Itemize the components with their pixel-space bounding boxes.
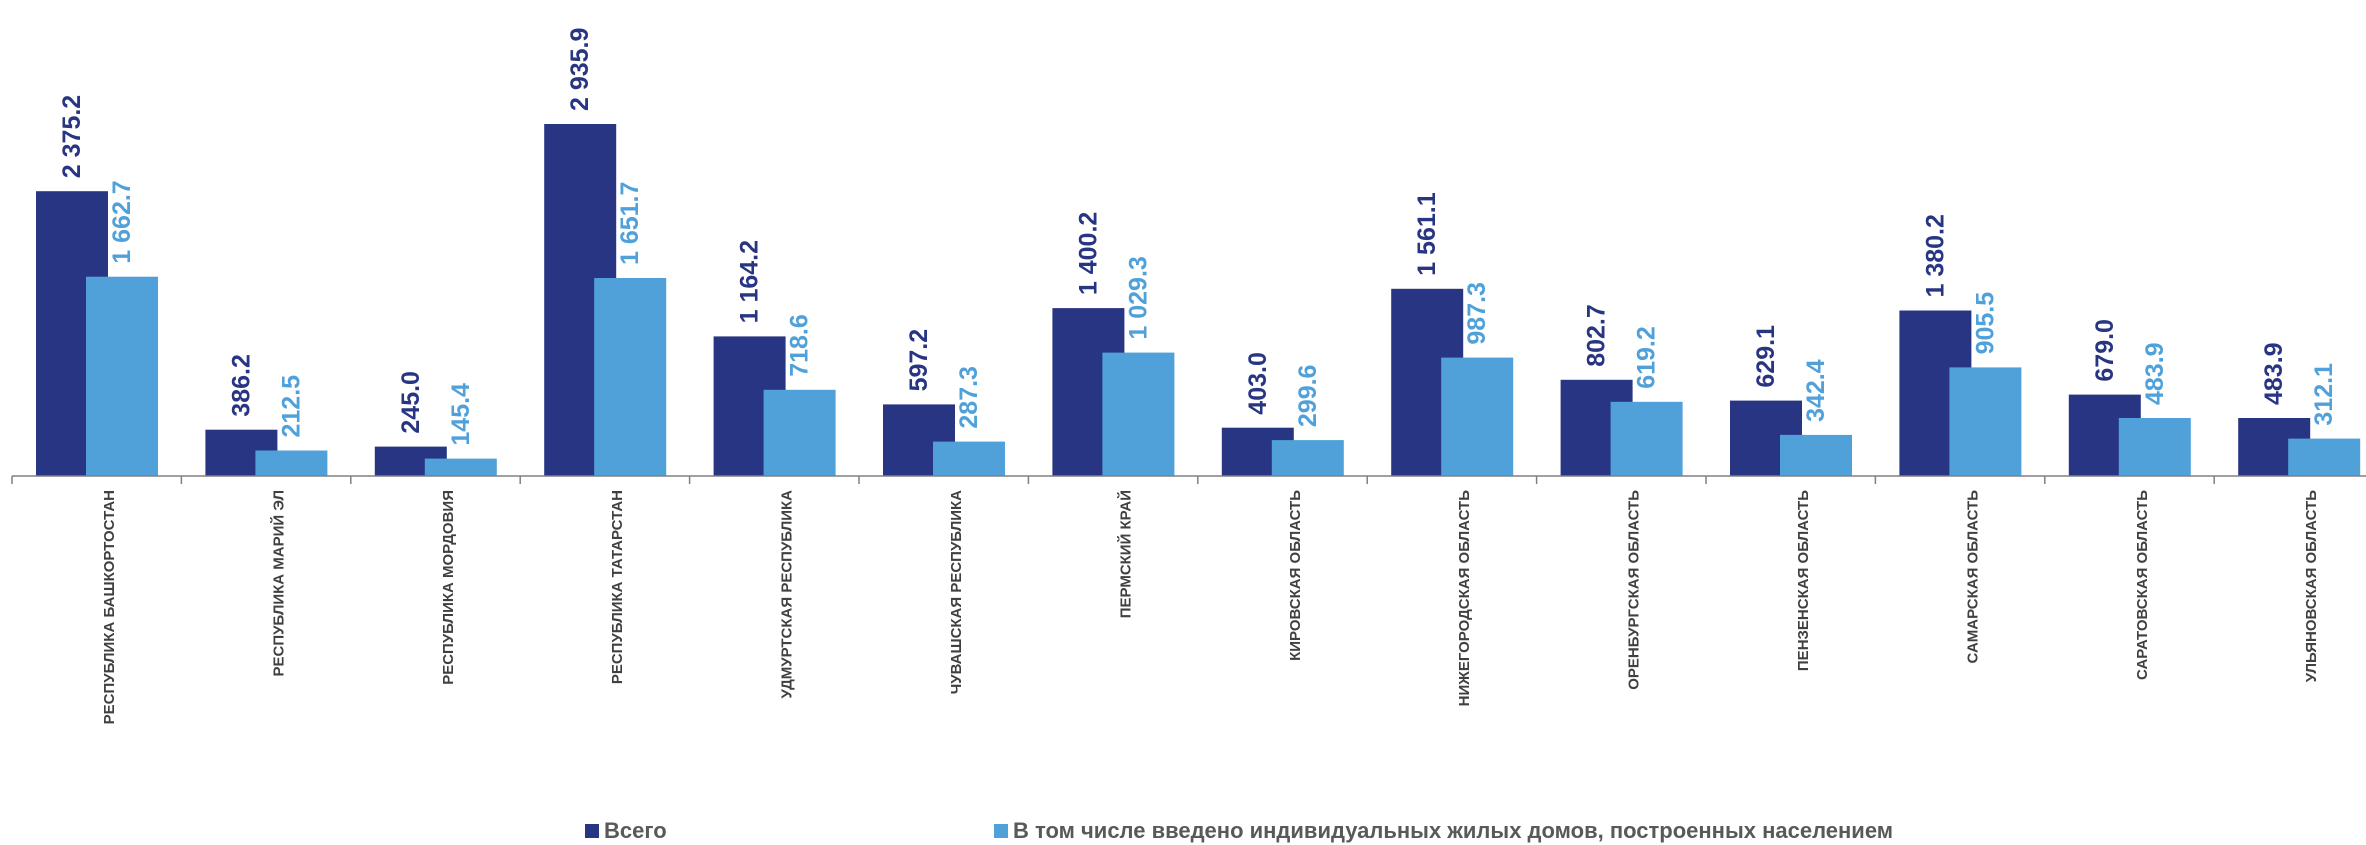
value-labels-layer: 2 375.2 1 662.7 386.2 212.5 245.0 145.4 2 935.…	[58, 28, 2338, 446]
value-label-total: 2 935.9	[566, 28, 594, 111]
category-label: ПЕНЗЕНСКАЯ ОБЛАСТЬ	[1795, 490, 1812, 671]
value-label-ihs: 1 029.3	[1124, 256, 1152, 339]
category-label: КИРОВСКАЯ ОБЛАСТЬ	[1287, 490, 1304, 661]
bar-ihs	[1102, 352, 1175, 476]
category-label: РЕСПУБЛИКА МАРИЙ ЭЛ	[269, 490, 287, 677]
value-label-total: 403.0	[1244, 352, 1272, 415]
legend-swatch-total	[585, 824, 599, 838]
value-label-total: 597.2	[905, 329, 933, 392]
category-label: РЕСПУБЛИКА БАШКОРТОСТАН	[101, 490, 118, 724]
value-label-ihs: 619.2	[1633, 326, 1661, 389]
value-label-ihs: 987.3	[1463, 282, 1491, 345]
bar-ihs	[1949, 367, 2022, 476]
category-label: ОРЕНБУРГСКАЯ ОБЛАСТЬ	[1626, 490, 1643, 690]
bar-ihs	[1271, 440, 1344, 476]
bar-ihs	[763, 389, 836, 476]
category-label: САРАТОВСКАЯ ОБЛАСТЬ	[2134, 490, 2151, 680]
category-label: РЕСПУБЛИКА МОРДОВИЯ	[440, 490, 457, 685]
value-label-ihs: 299.6	[1294, 365, 1322, 428]
bar-ihs	[255, 450, 328, 476]
value-label-total: 802.7	[1583, 304, 1611, 367]
bar-ihs	[1441, 357, 1514, 476]
value-label-ihs: 312.1	[2310, 363, 2338, 426]
category-labels-layer: РЕСПУБЛИКА БАШКОРТОСТАН РЕСПУБЛИКА МАРИЙ …	[101, 490, 2320, 725]
bar-ihs	[424, 458, 497, 476]
value-label-ihs: 1 662.7	[108, 180, 136, 263]
value-label-ihs: 212.5	[277, 375, 305, 438]
value-label-ihs: 342.4	[1802, 359, 1830, 422]
category-label: НИЖЕГОРОДСКАЯ ОБЛАСТЬ	[1456, 490, 1473, 707]
category-label: ПЕРМСКИЙ КРАЙ	[1116, 490, 1134, 618]
value-label-ihs: 718.6	[786, 314, 814, 377]
legend-label-ihs: В том числе введено индивидуальных жилых…	[1013, 818, 1894, 843]
value-label-ihs: 1 651.7	[616, 182, 644, 265]
category-label: УДМУРТСКАЯ РЕСПУБЛИКА	[779, 490, 796, 699]
bar-ihs	[2288, 438, 2361, 476]
value-label-total: 1 400.2	[1074, 212, 1102, 295]
legend-label-total: Всего	[604, 818, 667, 843]
value-label-total: 483.9	[2260, 342, 2288, 405]
x-axis	[11, 475, 2366, 484]
value-label-total: 386.2	[227, 354, 255, 417]
bar-ihs	[933, 441, 1005, 476]
value-label-ihs: 905.5	[1971, 292, 1999, 355]
bar-ihs	[1780, 434, 1852, 476]
value-label-total: 629.1	[1752, 325, 1780, 388]
legend-item-total: Всего	[585, 818, 667, 844]
category-label: РЕСПУБЛИКА ТАТАРСТАН	[609, 490, 626, 684]
category-label: ЧУВАШСКАЯ РЕСПУБЛИКА	[948, 490, 965, 694]
bars-layer	[36, 124, 2361, 476]
value-label-ihs: 287.3	[955, 366, 983, 429]
value-label-total: 679.0	[2091, 319, 2119, 382]
legend-swatch-ihs	[994, 824, 1008, 838]
value-label-total: 1 561.1	[1413, 192, 1441, 276]
bar-ihs	[594, 278, 667, 476]
bar-ihs	[2118, 418, 2191, 476]
value-label-total: 2 375.2	[58, 95, 86, 178]
value-label-total: 1 164.2	[736, 240, 764, 323]
value-label-ihs: 145.4	[447, 383, 475, 446]
category-label: САМАРСКАЯ ОБЛАСТЬ	[1964, 490, 1981, 664]
bar-ihs	[1610, 401, 1683, 476]
legend-item-ihs: В том числе введено индивидуальных жилых…	[994, 818, 1893, 844]
bar-ihs	[86, 276, 158, 476]
value-label-ihs: 483.9	[2141, 342, 2169, 405]
value-label-total: 245.0	[397, 371, 425, 434]
category-label: УЛЬЯНОВСКАЯ ОБЛАСТЬ	[2303, 490, 2320, 682]
value-label-total: 1 380.2	[1921, 214, 1949, 297]
